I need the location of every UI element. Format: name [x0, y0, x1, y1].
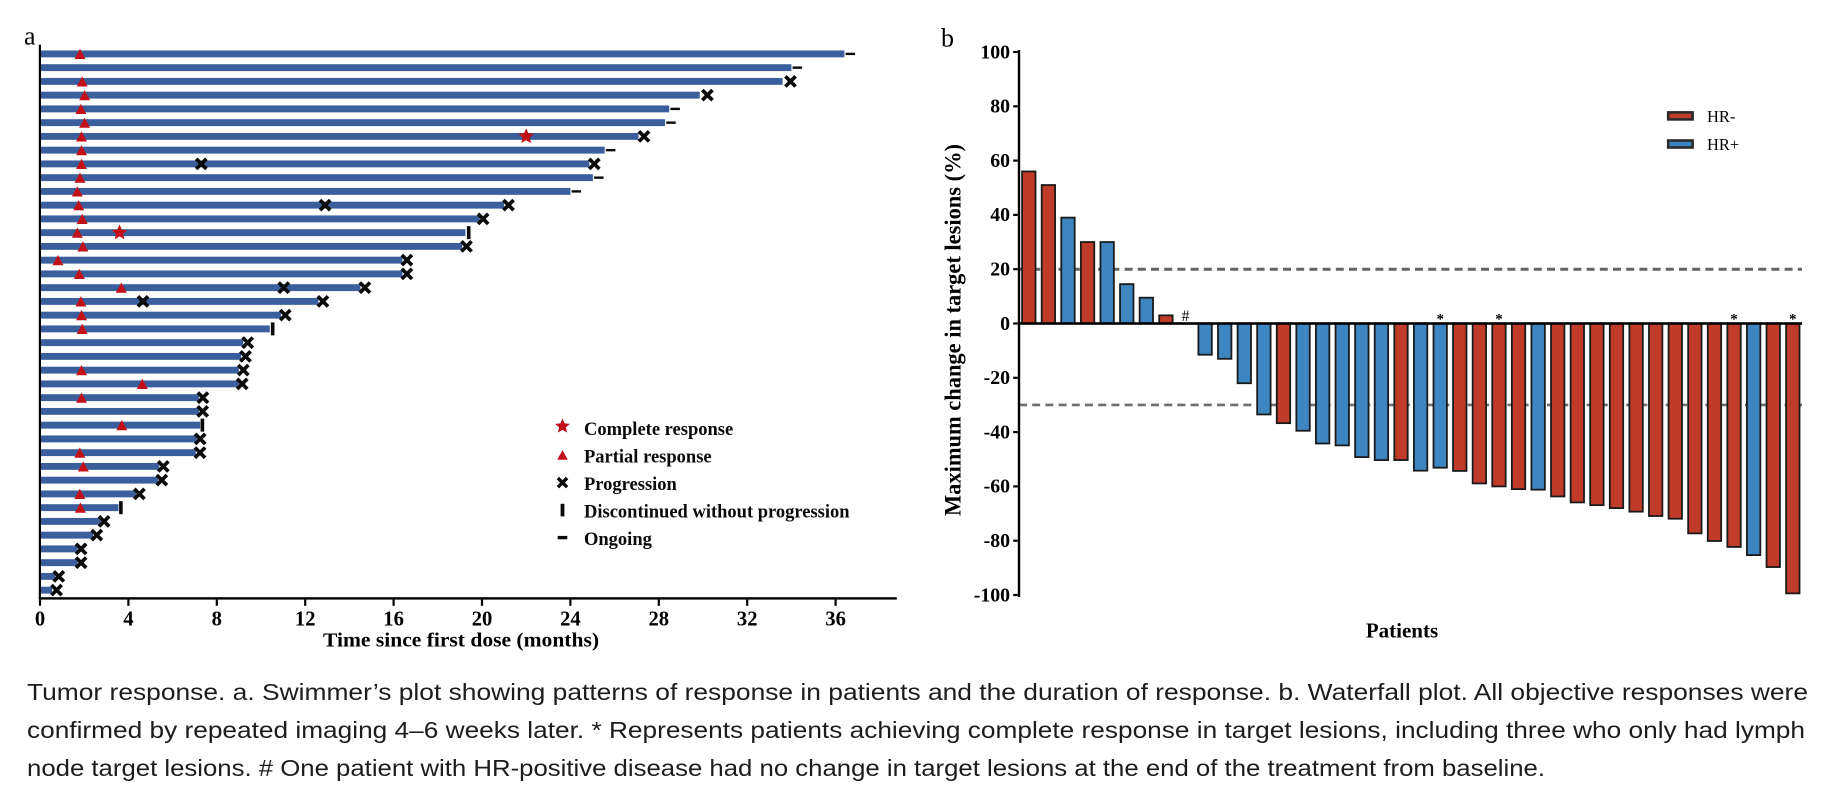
svg-text:Time since first dose (months): Time since first dose (months) [323, 630, 599, 652]
svg-text:*: * [1730, 311, 1738, 327]
svg-text:Partial response: Partial response [584, 448, 712, 468]
svg-text:*: * [1495, 311, 1503, 327]
svg-text:HR+: HR+ [1707, 135, 1739, 154]
svg-text:-40: -40 [984, 421, 1010, 443]
svg-text:Ongoing: Ongoing [584, 530, 653, 550]
svg-text:20: 20 [472, 609, 493, 631]
svg-text:*: * [1789, 311, 1797, 327]
svg-text:Patients: Patients [1366, 619, 1438, 643]
svg-text:12: 12 [295, 609, 316, 631]
svg-text:0: 0 [1000, 313, 1010, 335]
svg-text:36: 36 [825, 609, 846, 631]
svg-text:100: 100 [980, 41, 1010, 63]
svg-text:60: 60 [990, 150, 1010, 172]
svg-text:32: 32 [737, 609, 758, 631]
svg-text:8: 8 [212, 609, 222, 631]
svg-text:*: * [1436, 311, 1444, 327]
svg-text:-20: -20 [984, 367, 1010, 389]
svg-text:node target lesions. # One pat: node target lesions. # One patient with … [27, 755, 1545, 781]
svg-text:Discontinued without progressi: Discontinued without progression [584, 503, 850, 523]
svg-text:0: 0 [35, 609, 45, 631]
svg-text:4: 4 [123, 609, 133, 631]
svg-text:Maximum change in target lesio: Maximum change in target lesions (%) [941, 144, 966, 516]
svg-text:a: a [24, 22, 36, 51]
svg-text:b: b [941, 23, 954, 52]
svg-text:Progression: Progression [584, 475, 678, 495]
svg-text:Tumor response. a. Swimmer’s p: Tumor response. a. Swimmer’s plot showin… [27, 679, 1808, 705]
svg-text:Complete response: Complete response [584, 420, 733, 440]
svg-text:confirmed by repeated imaging: confirmed by repeated imaging 4–6 weeks … [27, 717, 1805, 743]
svg-text:-80: -80 [984, 530, 1010, 552]
svg-text:-60: -60 [984, 476, 1010, 498]
svg-text:20: 20 [990, 259, 1010, 281]
svg-text:80: 80 [990, 96, 1010, 118]
svg-text:-100: -100 [974, 584, 1010, 606]
svg-text:HR-: HR- [1707, 107, 1735, 126]
svg-text:24: 24 [560, 609, 581, 631]
svg-text:28: 28 [649, 609, 670, 631]
svg-text:40: 40 [990, 204, 1010, 226]
svg-text:#: # [1182, 308, 1190, 325]
svg-text:16: 16 [383, 609, 404, 631]
